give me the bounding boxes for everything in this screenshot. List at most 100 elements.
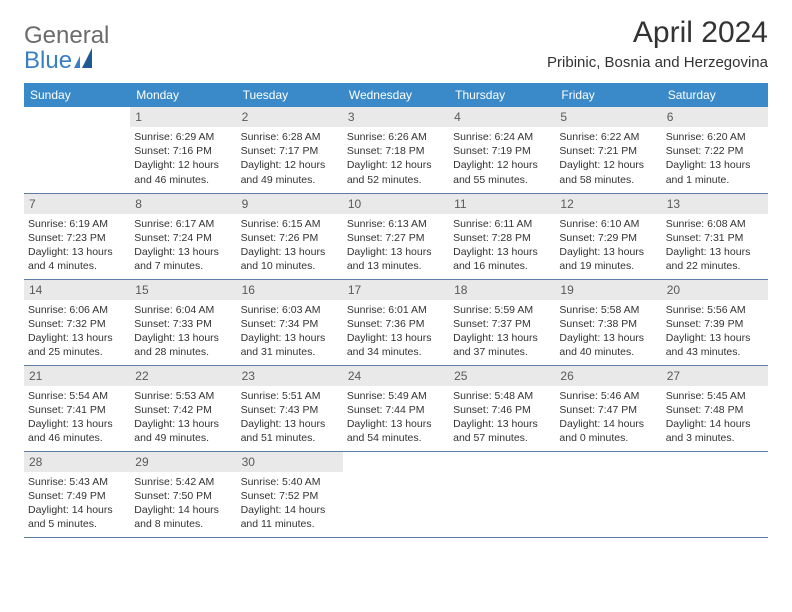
page-title: April 2024 (547, 18, 768, 48)
calendar-cell: 1Sunrise: 6:29 AMSunset: 7:16 PMDaylight… (130, 107, 236, 193)
day-info-line: Sunset: 7:24 PM (134, 231, 232, 245)
day-info-line: Sunrise: 5:58 AM (559, 303, 657, 317)
weekday-header: Tuesday (237, 83, 343, 107)
day-info-line: Sunset: 7:18 PM (347, 144, 445, 158)
day-info-line: Sunset: 7:36 PM (347, 317, 445, 331)
day-info-line: and 43 minutes. (666, 345, 764, 359)
day-info-line: and 52 minutes. (347, 173, 445, 187)
calendar-cell: 27Sunrise: 5:45 AMSunset: 7:48 PMDayligh… (662, 365, 768, 451)
calendar-week-row: 7Sunrise: 6:19 AMSunset: 7:23 PMDaylight… (24, 193, 768, 279)
day-number: 1 (130, 107, 236, 127)
day-info-line: and 4 minutes. (28, 259, 126, 273)
day-info-line: Sunset: 7:17 PM (241, 144, 339, 158)
day-info-line: Sunset: 7:39 PM (666, 317, 764, 331)
day-info-line: Daylight: 14 hours (28, 503, 126, 517)
calendar-cell: 22Sunrise: 5:53 AMSunset: 7:42 PMDayligh… (130, 365, 236, 451)
day-info-line: Sunset: 7:21 PM (559, 144, 657, 158)
day-info-line: Sunrise: 6:03 AM (241, 303, 339, 317)
day-info-line: Sunrise: 6:08 AM (666, 217, 764, 231)
day-info-line: Sunset: 7:22 PM (666, 144, 764, 158)
day-number: 15 (130, 280, 236, 300)
day-info-line: Daylight: 14 hours (241, 503, 339, 517)
day-info-line: and 49 minutes. (134, 431, 232, 445)
weekday-header: Sunday (24, 83, 130, 107)
day-info-line: Sunset: 7:42 PM (134, 403, 232, 417)
calendar-week-row: 1Sunrise: 6:29 AMSunset: 7:16 PMDaylight… (24, 107, 768, 193)
day-info-line: and 22 minutes. (666, 259, 764, 273)
day-number: 12 (555, 194, 661, 214)
calendar-cell: 5Sunrise: 6:22 AMSunset: 7:21 PMDaylight… (555, 107, 661, 193)
day-info-line: Sunrise: 6:22 AM (559, 130, 657, 144)
day-info-line: Daylight: 13 hours (241, 417, 339, 431)
brand-logo: General Blue (24, 24, 109, 73)
day-info-line: Sunset: 7:33 PM (134, 317, 232, 331)
calendar-cell: 26Sunrise: 5:46 AMSunset: 7:47 PMDayligh… (555, 365, 661, 451)
day-info-line: Sunrise: 6:10 AM (559, 217, 657, 231)
calendar-cell: 13Sunrise: 6:08 AMSunset: 7:31 PMDayligh… (662, 193, 768, 279)
day-info-line: Sunrise: 6:17 AM (134, 217, 232, 231)
calendar-cell: 3Sunrise: 6:26 AMSunset: 7:18 PMDaylight… (343, 107, 449, 193)
calendar-cell: 28Sunrise: 5:43 AMSunset: 7:49 PMDayligh… (24, 451, 130, 537)
calendar-cell (662, 451, 768, 537)
day-info-line: Daylight: 13 hours (241, 331, 339, 345)
day-info-line: and 57 minutes. (453, 431, 551, 445)
day-info-line: Daylight: 13 hours (134, 417, 232, 431)
day-info-line: Sunrise: 6:29 AM (134, 130, 232, 144)
day-info-line: Sunset: 7:41 PM (28, 403, 126, 417)
chart-icon (74, 48, 100, 73)
calendar-cell: 17Sunrise: 6:01 AMSunset: 7:36 PMDayligh… (343, 279, 449, 365)
day-info-line: and 49 minutes. (241, 173, 339, 187)
day-info-line: Daylight: 13 hours (134, 245, 232, 259)
weekday-header: Friday (555, 83, 661, 107)
calendar-cell: 12Sunrise: 6:10 AMSunset: 7:29 PMDayligh… (555, 193, 661, 279)
day-info-line: Sunset: 7:19 PM (453, 144, 551, 158)
day-number: 6 (662, 107, 768, 127)
day-number: 7 (24, 194, 130, 214)
day-info-line: Daylight: 13 hours (28, 331, 126, 345)
day-info-line: Sunrise: 6:15 AM (241, 217, 339, 231)
calendar-cell: 15Sunrise: 6:04 AMSunset: 7:33 PMDayligh… (130, 279, 236, 365)
day-number: 22 (130, 366, 236, 386)
calendar-body: 1Sunrise: 6:29 AMSunset: 7:16 PMDaylight… (24, 107, 768, 537)
day-info-line: Sunset: 7:37 PM (453, 317, 551, 331)
day-info-line: Sunrise: 5:56 AM (666, 303, 764, 317)
day-info-line: and 3 minutes. (666, 431, 764, 445)
day-info-line: Sunset: 7:26 PM (241, 231, 339, 245)
day-info-line: Daylight: 13 hours (453, 417, 551, 431)
calendar-week-row: 28Sunrise: 5:43 AMSunset: 7:49 PMDayligh… (24, 451, 768, 537)
calendar-cell: 24Sunrise: 5:49 AMSunset: 7:44 PMDayligh… (343, 365, 449, 451)
day-info-line: and 5 minutes. (28, 517, 126, 531)
day-info-line: and 8 minutes. (134, 517, 232, 531)
day-info-line: Sunrise: 6:01 AM (347, 303, 445, 317)
day-info-line: Daylight: 13 hours (347, 331, 445, 345)
day-number: 19 (555, 280, 661, 300)
day-info-line: Sunset: 7:27 PM (347, 231, 445, 245)
calendar-cell: 4Sunrise: 6:24 AMSunset: 7:19 PMDaylight… (449, 107, 555, 193)
day-number: 21 (24, 366, 130, 386)
calendar-cell (24, 107, 130, 193)
day-info-line: Daylight: 14 hours (559, 417, 657, 431)
day-info-line: Sunset: 7:29 PM (559, 231, 657, 245)
day-info-line: and 34 minutes. (347, 345, 445, 359)
day-info-line: Daylight: 13 hours (134, 331, 232, 345)
day-number: 29 (130, 452, 236, 472)
calendar-cell: 10Sunrise: 6:13 AMSunset: 7:27 PMDayligh… (343, 193, 449, 279)
title-block: April 2024 Pribinic, Bosnia and Herzegov… (547, 18, 768, 79)
day-info-line: Daylight: 13 hours (666, 158, 764, 172)
location-subtitle: Pribinic, Bosnia and Herzegovina (547, 54, 768, 71)
brand-word-1: General (24, 24, 109, 48)
calendar-table: SundayMondayTuesdayWednesdayThursdayFrid… (24, 83, 768, 538)
calendar-cell: 20Sunrise: 5:56 AMSunset: 7:39 PMDayligh… (662, 279, 768, 365)
day-info-line: Daylight: 13 hours (28, 417, 126, 431)
day-number: 9 (237, 194, 343, 214)
calendar-cell: 23Sunrise: 5:51 AMSunset: 7:43 PMDayligh… (237, 365, 343, 451)
day-number: 2 (237, 107, 343, 127)
day-info-line: Daylight: 12 hours (241, 158, 339, 172)
day-info-line: Sunset: 7:31 PM (666, 231, 764, 245)
day-number: 5 (555, 107, 661, 127)
calendar-week-row: 21Sunrise: 5:54 AMSunset: 7:41 PMDayligh… (24, 365, 768, 451)
day-info-line: Sunset: 7:52 PM (241, 489, 339, 503)
day-info-line: Daylight: 14 hours (134, 503, 232, 517)
day-info-line: Daylight: 13 hours (453, 331, 551, 345)
day-info-line: Sunset: 7:28 PM (453, 231, 551, 245)
